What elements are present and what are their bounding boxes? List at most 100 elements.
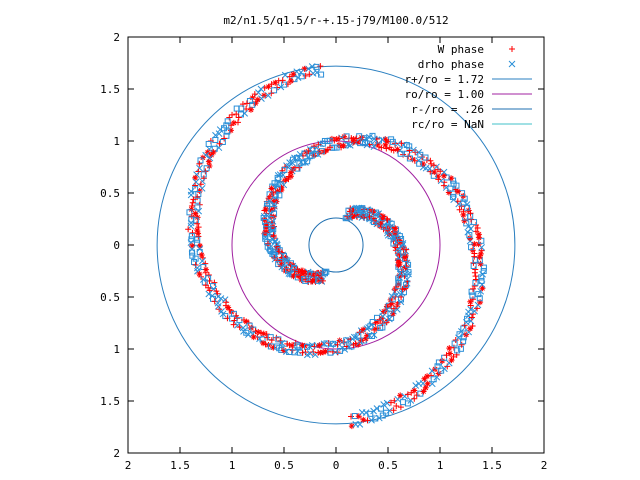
drho-phase-point bbox=[217, 295, 225, 302]
drho-phase-point bbox=[400, 399, 407, 406]
w-phase-point bbox=[316, 149, 323, 156]
w-phase-point bbox=[194, 194, 201, 201]
w-phase-point bbox=[450, 353, 457, 360]
drho-phase-point bbox=[466, 237, 474, 245]
w-phase-point bbox=[210, 149, 217, 156]
w-phase-point bbox=[353, 211, 360, 218]
circle-ro-ro bbox=[231, 140, 441, 350]
w-phase-point bbox=[384, 138, 391, 145]
w-phase-point bbox=[317, 349, 324, 356]
w-phase-point bbox=[306, 71, 313, 78]
drho-phase-point bbox=[454, 347, 461, 354]
drho-phase-point bbox=[246, 98, 253, 105]
legend-label: r-/ro = .26 bbox=[411, 103, 484, 116]
w-phase-point bbox=[268, 81, 275, 88]
w-phase-point bbox=[243, 318, 250, 325]
w-phase-point bbox=[376, 222, 383, 229]
drho-phase-point bbox=[467, 317, 475, 325]
w-phase-point bbox=[302, 349, 309, 356]
x-tick-label: 1.5 bbox=[170, 459, 190, 472]
w-phase-point bbox=[229, 111, 236, 118]
drho-phase-point bbox=[478, 277, 485, 284]
w-phase-point bbox=[434, 166, 441, 173]
w-phase-point bbox=[190, 196, 197, 203]
drho-phase-point bbox=[480, 264, 487, 271]
drho-phase-point bbox=[192, 255, 199, 262]
drho-phase-point bbox=[219, 138, 226, 145]
drho-phase-point bbox=[430, 172, 437, 179]
drho-phase-point bbox=[463, 201, 471, 208]
drho-phase-point bbox=[323, 268, 330, 275]
w-phase-point bbox=[243, 100, 250, 107]
w-phase-point bbox=[382, 142, 389, 149]
w-phase-point bbox=[188, 206, 195, 213]
drho-phase-point bbox=[386, 315, 393, 323]
drho-phase-point bbox=[267, 334, 274, 341]
drho-phase-point bbox=[437, 177, 445, 185]
w-phase-point bbox=[269, 224, 276, 231]
y-tick-label: 2 bbox=[113, 447, 120, 460]
drho-phase-point bbox=[198, 257, 206, 265]
w-phase-point bbox=[402, 252, 409, 259]
w-phase-point bbox=[315, 141, 322, 148]
drho-phase-point bbox=[440, 168, 448, 176]
w-phase-point bbox=[189, 242, 196, 249]
spiral-points bbox=[185, 63, 487, 430]
w-phase-point bbox=[469, 296, 476, 303]
drho-phase-point bbox=[214, 302, 222, 310]
drho-phase-point bbox=[434, 363, 441, 370]
w-phase-point bbox=[469, 323, 476, 330]
w-phase-point bbox=[302, 72, 309, 79]
drho-phase-point bbox=[243, 329, 250, 336]
drho-phase-point bbox=[370, 407, 377, 415]
w-phase-point bbox=[461, 322, 468, 329]
w-phase-point bbox=[446, 345, 453, 352]
w-phase-point bbox=[474, 225, 481, 232]
w-phase-point bbox=[379, 216, 386, 223]
drho-phase-point bbox=[449, 193, 456, 200]
drho-phase-point bbox=[293, 68, 301, 76]
x-tick-label: 2 bbox=[125, 459, 132, 472]
drho-phase-point bbox=[203, 165, 210, 172]
w-phase-point bbox=[185, 226, 192, 233]
legend-label: rc/ro = NaN bbox=[411, 118, 484, 131]
drho-phase-point bbox=[294, 74, 302, 81]
w-phase-point bbox=[395, 281, 402, 288]
y-tick-label: 0 bbox=[113, 239, 120, 252]
drho-phase-point bbox=[281, 81, 288, 88]
x-tick-label: 2 bbox=[541, 459, 548, 472]
w-phase-point bbox=[422, 384, 429, 391]
drho-phase-point bbox=[276, 171, 284, 178]
w-phase-point bbox=[333, 135, 340, 142]
drho-phase-point bbox=[417, 390, 424, 397]
drho-phase-point bbox=[286, 349, 293, 356]
w-phase-point bbox=[230, 119, 237, 126]
w-phase-point bbox=[396, 237, 403, 244]
w-phase-point bbox=[194, 220, 201, 227]
drho-phase-point bbox=[380, 401, 388, 408]
w-phase-point bbox=[225, 304, 232, 311]
drho-phase-point bbox=[475, 291, 482, 298]
w-phase-point bbox=[274, 257, 281, 264]
w-phase-point bbox=[360, 416, 367, 423]
drho-phase-point bbox=[415, 149, 423, 156]
w-phase-point bbox=[260, 340, 267, 347]
w-phase-point bbox=[263, 221, 270, 228]
w-phase-point bbox=[382, 136, 389, 143]
w-phase-point bbox=[354, 139, 361, 146]
drho-phase-point bbox=[192, 186, 199, 193]
w-phase-point bbox=[263, 331, 270, 338]
drho-phase-point bbox=[383, 409, 390, 416]
w-phase-point bbox=[268, 185, 275, 192]
drho-phase-point bbox=[478, 237, 485, 244]
w-phase-point bbox=[456, 206, 463, 213]
w-phase-point bbox=[471, 241, 478, 248]
drho-phase-point bbox=[258, 95, 265, 102]
w-phase-point bbox=[192, 182, 199, 189]
w-phase-point bbox=[434, 173, 441, 180]
drho-phase-point bbox=[373, 314, 380, 321]
drho-phase-point bbox=[281, 166, 288, 173]
w-phase-point bbox=[290, 71, 297, 78]
w-phase-point bbox=[348, 413, 355, 420]
